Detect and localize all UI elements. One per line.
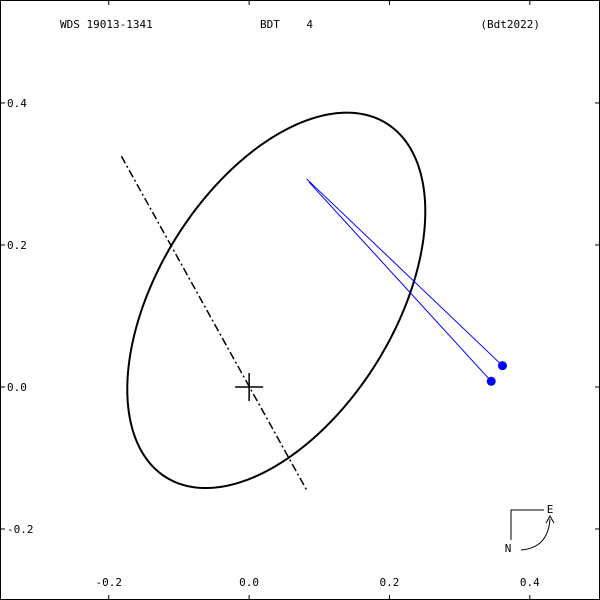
compass-arrow (520, 518, 551, 551)
orbit-ellipse (126, 111, 427, 490)
x-tick-label: -0.2 (96, 576, 123, 589)
compass-arrowhead (545, 514, 555, 524)
wds-id-label: WDS 19013-1341 (60, 18, 153, 31)
x-tick-label: 0.2 (380, 576, 400, 589)
compass-east-label: E (547, 503, 554, 516)
y-tick-label: 0.0 (7, 381, 27, 394)
y-tick-label: -0.2 (7, 523, 34, 536)
y-tick-label: 0.4 (7, 97, 27, 110)
observation-point (497, 361, 507, 371)
orbit-layer (120, 111, 427, 492)
reference-label: (Bdt2022) (480, 18, 540, 31)
residual-line (306, 178, 503, 367)
observations-layer (306, 178, 507, 386)
x-tick-label: 0.0 (239, 576, 259, 589)
compass: E N (505, 503, 555, 555)
discoverer-label: BDT 4 (260, 18, 313, 31)
compass-axes (510, 509, 544, 540)
residual-line (308, 181, 492, 382)
observation-point (486, 376, 496, 386)
x-tick-label: 0.4 (520, 576, 540, 589)
compass-north-label: N (505, 542, 512, 555)
y-tick-label: 0.2 (7, 239, 27, 252)
